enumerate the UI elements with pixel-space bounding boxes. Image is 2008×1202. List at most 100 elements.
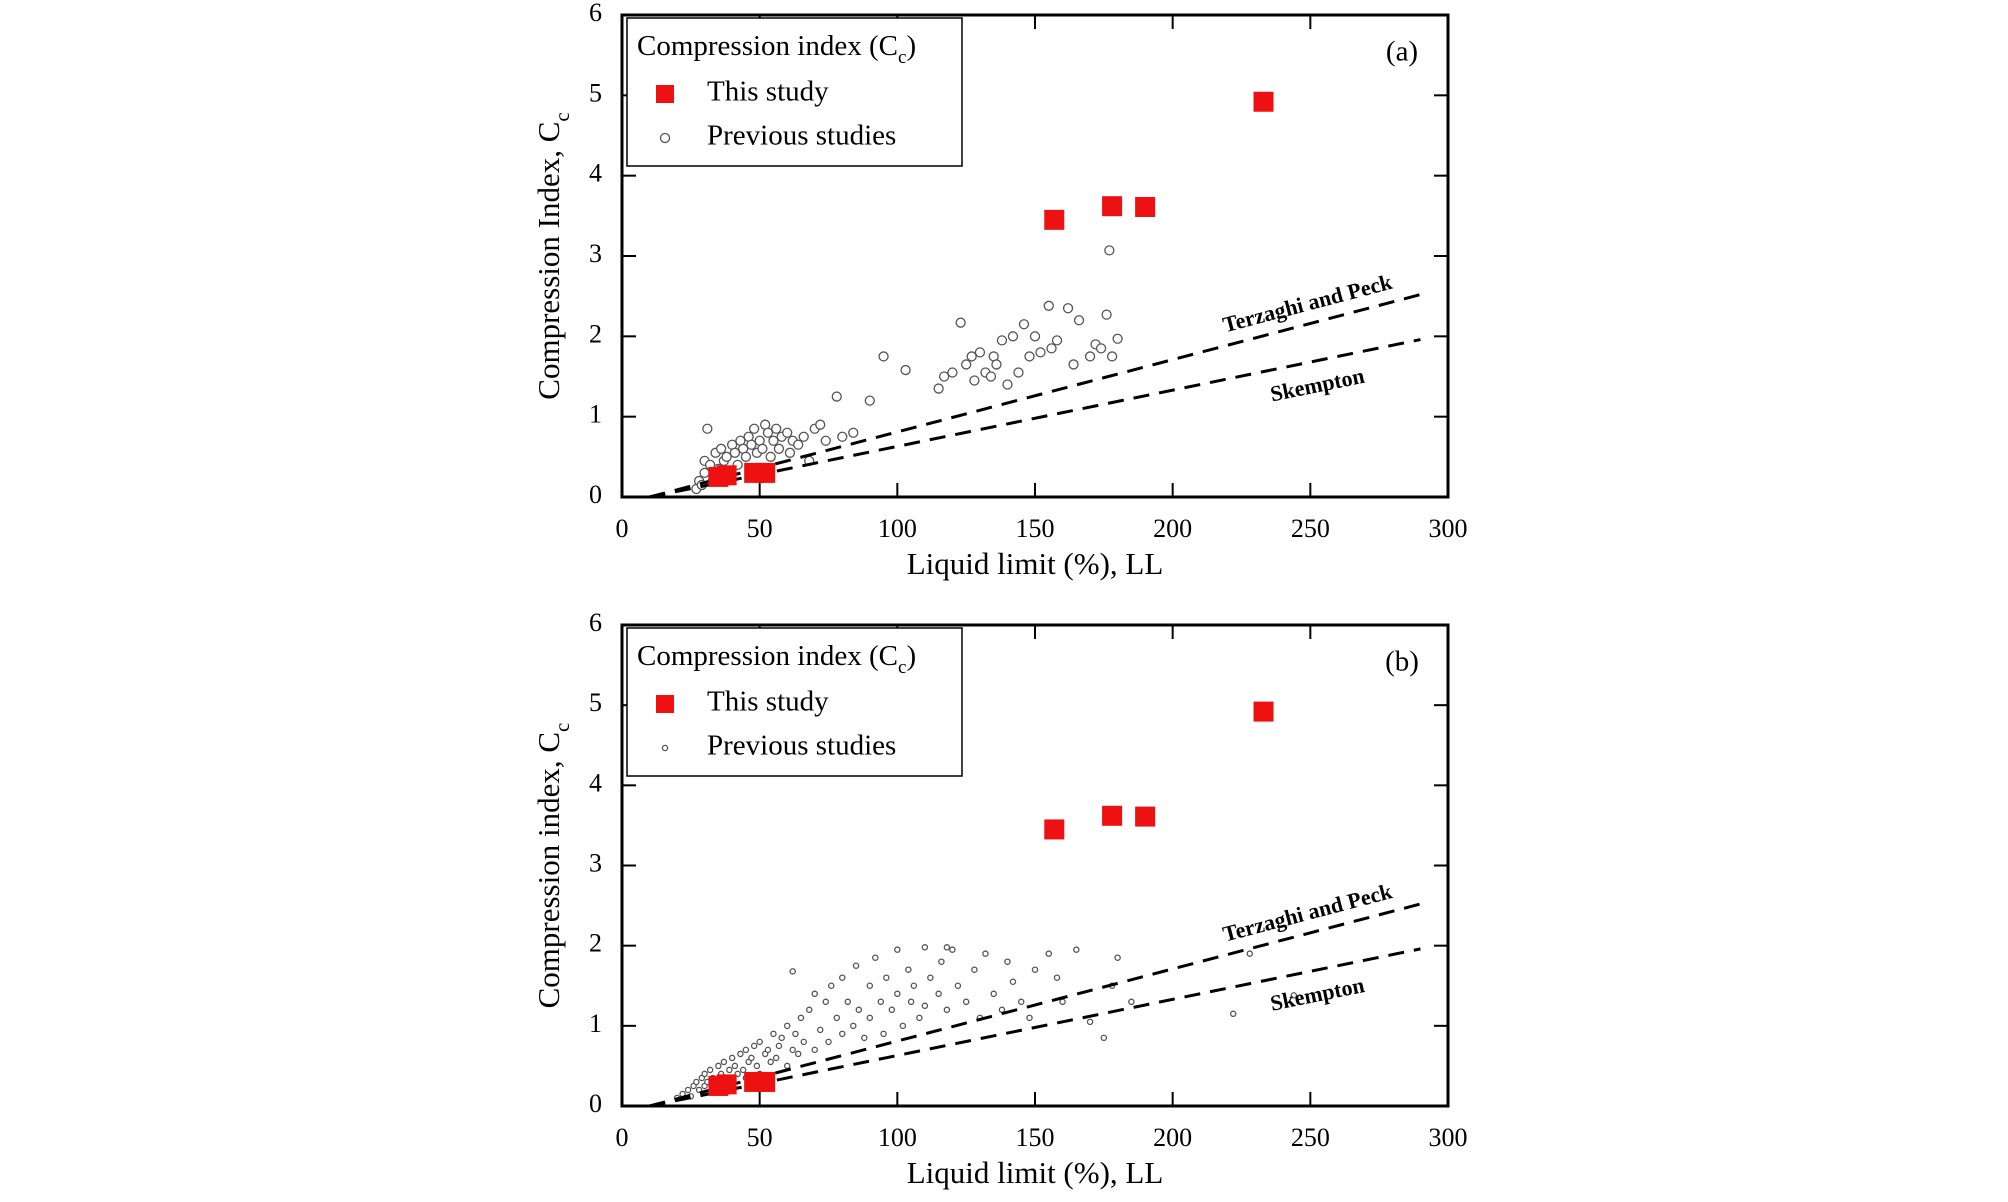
point: [998, 1006, 1006, 1014]
point: [921, 944, 929, 951]
point: [739, 1066, 747, 1074]
point: [1102, 805, 1123, 826]
legend-title-part: c: [898, 47, 906, 68]
x-axis-label: Liquid limit (%), LL: [907, 1155, 1164, 1190]
x-tick-label: 250: [1291, 514, 1330, 543]
legend-title-part: ): [906, 640, 916, 672]
point: [828, 982, 835, 990]
point: [971, 966, 978, 973]
point: [905, 966, 912, 973]
point: [737, 1050, 744, 1058]
point: [850, 1022, 857, 1030]
point: [864, 395, 875, 406]
y-tick-label: 6: [589, 608, 602, 637]
point: [1073, 315, 1085, 326]
point: [794, 1050, 802, 1058]
y-tick-label: 4: [589, 159, 602, 188]
point: [996, 335, 1008, 346]
legend-marker: [661, 744, 669, 752]
point: [748, 1054, 755, 1062]
point: [949, 946, 956, 953]
point: [1106, 351, 1118, 362]
point: [947, 367, 958, 378]
point: [775, 1042, 783, 1050]
y-axis-label: Compression index, Cc: [531, 723, 574, 1009]
panel: 0 50 100 150 200 250 300 0 1 2 3 4 5 6 Liquid limit (%…: [531, 608, 1467, 1190]
point: [1002, 379, 1013, 390]
x-tick-label: 100: [878, 514, 917, 543]
point: [749, 423, 760, 434]
point: [1290, 992, 1298, 999]
point: [1029, 331, 1041, 342]
plot-frame: [620, 623, 1450, 1108]
point: [815, 419, 826, 430]
point: [880, 1030, 887, 1038]
panel: 0 50 100 150 200 250 300 0 1 2 3 4 5 6 Liquid limit (%…: [531, 0, 1467, 581]
point: [1009, 978, 1017, 985]
point: [716, 1074, 737, 1095]
point: [731, 1062, 739, 1070]
point: [1135, 806, 1156, 827]
point: [720, 1058, 728, 1066]
legend-box: [626, 17, 963, 167]
point: [693, 1078, 700, 1086]
point: [1018, 319, 1030, 330]
point: [706, 1066, 714, 1074]
reference-line: [649, 293, 1421, 497]
point: [974, 347, 986, 358]
y-tick-label: 5: [589, 688, 602, 717]
point: [1101, 309, 1112, 320]
reference-line: [649, 902, 1421, 1106]
point: [768, 435, 779, 446]
plot-area: [649, 91, 1421, 497]
x-tick-label: 0: [616, 514, 629, 543]
point: [797, 1014, 805, 1022]
y-axis-label-part: Compression index, C: [531, 732, 566, 1008]
point: [1044, 819, 1065, 840]
point: [755, 1071, 776, 1092]
point: [962, 998, 970, 1006]
point: [1253, 91, 1274, 112]
point: [1035, 347, 1046, 358]
x-tick-label: 100: [878, 1123, 917, 1152]
point: [1084, 351, 1096, 362]
y-axis-label-part: c: [550, 723, 574, 732]
point: [789, 968, 796, 975]
point: [1024, 351, 1035, 362]
point: [715, 1062, 722, 1070]
panel-label: (b): [1385, 646, 1419, 678]
point: [1053, 974, 1061, 981]
point: [729, 447, 741, 458]
point: [793, 439, 804, 450]
point: [837, 431, 848, 442]
point: [746, 439, 757, 450]
point: [740, 451, 752, 462]
plot-area: [649, 701, 1421, 1106]
y-axis-label: Compression Index, Cc: [531, 112, 574, 399]
point: [811, 1046, 818, 1054]
point: [1100, 1034, 1108, 1042]
point: [764, 1046, 772, 1054]
point: [888, 1006, 896, 1014]
point: [1086, 1018, 1094, 1026]
point: [728, 1054, 736, 1062]
legend-title-part: ): [906, 30, 916, 62]
point: [1007, 331, 1019, 342]
point: [991, 359, 1002, 370]
point: [990, 990, 997, 998]
point: [1253, 701, 1274, 722]
reference-line: [649, 947, 1421, 1106]
point: [820, 435, 831, 446]
legend-label: Previous studies: [707, 730, 896, 762]
x-tick-label: 200: [1153, 1123, 1192, 1152]
point: [1114, 954, 1121, 961]
legend-marker: [659, 132, 671, 144]
y-tick-label: 2: [589, 929, 602, 958]
legend-label: Previous studies: [707, 120, 896, 152]
x-tick-label: 0: [616, 1123, 629, 1152]
point: [1013, 367, 1024, 378]
point: [792, 1030, 799, 1038]
point: [1229, 1010, 1237, 1018]
point: [883, 974, 890, 981]
point: [684, 1086, 692, 1094]
